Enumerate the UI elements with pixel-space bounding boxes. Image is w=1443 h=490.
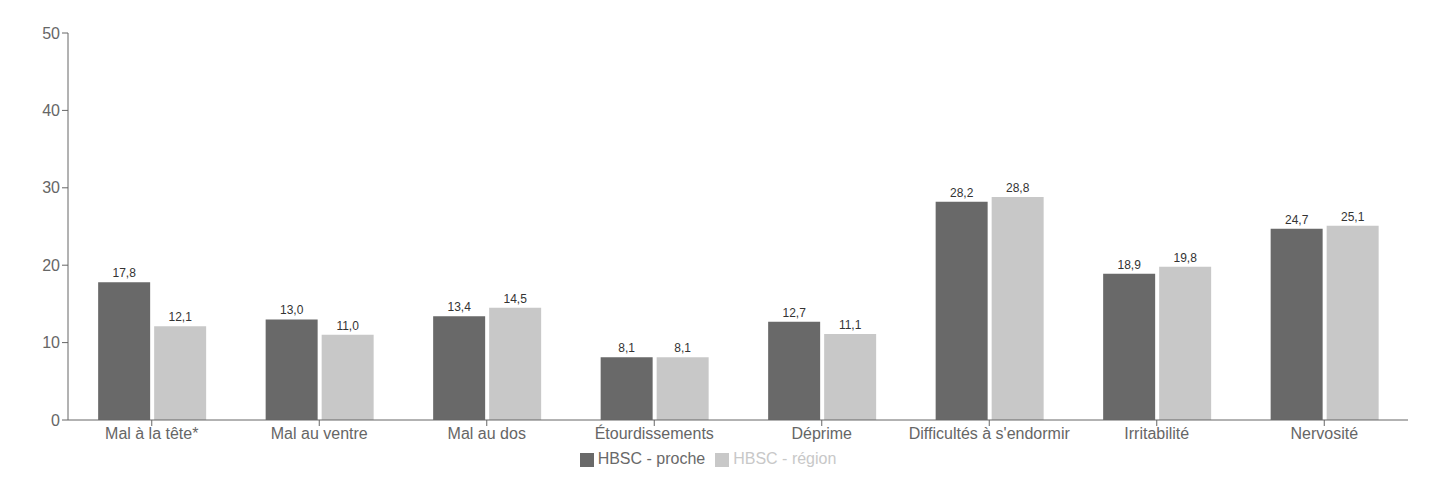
svg-text:Étourdissements: Étourdissements — [595, 424, 714, 442]
svg-text:28,2: 28,2 — [950, 186, 974, 200]
svg-text:14,5: 14,5 — [503, 292, 527, 306]
html-text:HBSC - proche: HBSC - proche — [597, 450, 706, 467]
svg-text:Mal au dos: Mal au dos — [448, 425, 526, 442]
svg-text:28,8: 28,8 — [1006, 181, 1030, 195]
svg-text:40: 40 — [42, 102, 60, 119]
svg-text:Mal à la tête*: Mal à la tête* — [105, 425, 198, 442]
svg-text:12,1: 12,1 — [168, 310, 192, 324]
svg-text:10: 10 — [42, 334, 60, 351]
svg-text:13,0: 13,0 — [280, 303, 304, 317]
svg-text:8,1: 8,1 — [674, 341, 691, 355]
svg-text:12,7: 12,7 — [782, 306, 806, 320]
svg-text:Difficultés à s'endormir: Difficultés à s'endormir — [909, 425, 1071, 442]
svg-text:Nervosité: Nervosité — [1290, 425, 1358, 442]
svg-text:20: 20 — [42, 257, 60, 274]
html-text:HBSC - région: HBSC - région — [733, 450, 837, 467]
svg-text:11,0: 11,0 — [336, 319, 359, 333]
svg-text:50: 50 — [42, 25, 60, 42]
svg-text:0: 0 — [51, 412, 60, 429]
svg-text:19,8: 19,8 — [1173, 251, 1197, 265]
svg-text:Irritabilité: Irritabilité — [1124, 425, 1189, 442]
svg-text:Mal au ventre: Mal au ventre — [271, 425, 368, 442]
svg-text:13,4: 13,4 — [447, 300, 471, 314]
svg-text:25,1: 25,1 — [1341, 210, 1365, 224]
svg-text:17,8: 17,8 — [112, 266, 136, 280]
svg-text:24,7: 24,7 — [1285, 213, 1309, 227]
svg-text:11,1: 11,1 — [839, 318, 862, 332]
svg-text:18,9: 18,9 — [1117, 258, 1141, 272]
svg-text:Déprime: Déprime — [792, 425, 853, 442]
svg-text:30: 30 — [42, 179, 60, 196]
svg-text:8,1: 8,1 — [618, 341, 635, 355]
